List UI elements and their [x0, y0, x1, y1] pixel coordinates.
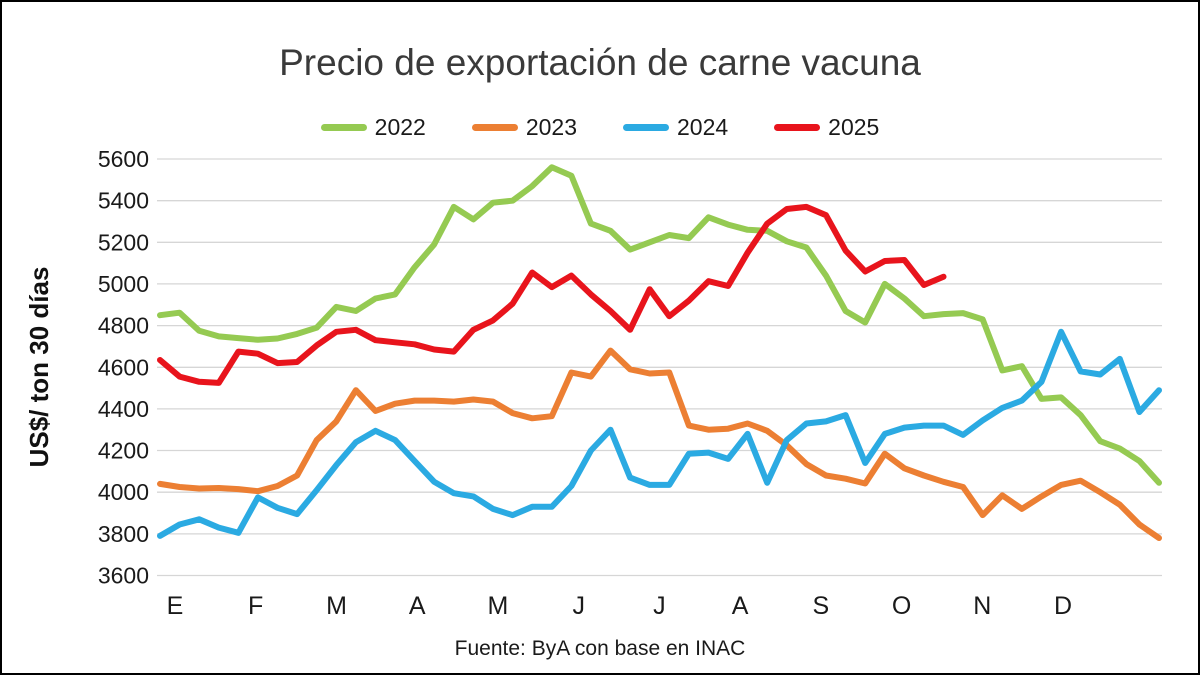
y-tick-label: 3600: [98, 563, 149, 589]
x-tick-label: F: [248, 592, 263, 620]
y-tick-label: 4600: [98, 354, 149, 380]
y-tick-label: 5400: [98, 188, 149, 214]
chart-legend: 2022 2023 2024 2025: [2, 114, 1198, 141]
x-tick-label: M: [487, 592, 508, 620]
y-tick-label: 5200: [98, 229, 149, 255]
x-tick-label: N: [973, 592, 991, 620]
x-tick-label: J: [653, 592, 666, 620]
x-tick-label: D: [1054, 592, 1072, 620]
x-tick-label: E: [167, 592, 184, 620]
x-tick-label: M: [326, 592, 347, 620]
legend-swatch-2023-icon: [471, 124, 518, 131]
legend-item-2022: 2022: [320, 114, 426, 141]
y-tick-label: 4400: [98, 396, 149, 422]
y-tick-label: 5600: [98, 146, 149, 172]
y-axis-title: US$/ ton 30 días: [24, 267, 54, 468]
y-tick-label: 3800: [98, 521, 149, 547]
legend-label-2022: 2022: [374, 114, 426, 140]
legend-item-2023: 2023: [471, 114, 577, 141]
legend-item-2024: 2024: [623, 114, 728, 141]
chart-title: Precio de exportación de carne vacuna: [279, 42, 921, 83]
x-tick-label: O: [892, 592, 911, 620]
legend-swatch-2022-icon: [320, 124, 367, 131]
legend-label-2024: 2024: [677, 114, 729, 140]
y-tick-label: 4200: [98, 438, 149, 464]
series-line-2024: [157, 328, 1162, 539]
x-tick-label: J: [572, 592, 585, 620]
series-line-2022: [157, 164, 1162, 486]
y-tick-label: 4000: [98, 479, 149, 505]
legend-swatch-2024-icon: [623, 124, 669, 131]
y-tick-label: 4800: [98, 313, 149, 339]
source-note: Fuente: ByA con base en INAC: [454, 637, 746, 660]
series-line-2023: [157, 347, 1162, 541]
legend-label-2023: 2023: [525, 114, 577, 140]
legend-swatch-2025-icon: [774, 124, 821, 131]
y-tick-label: 5000: [98, 271, 149, 297]
legend-label-2025: 2025: [828, 114, 880, 140]
x-tick-label: S: [812, 592, 829, 620]
x-tick-label: A: [409, 592, 426, 620]
series-line-2025: [157, 203, 947, 386]
legend-item-2025: 2025: [774, 114, 879, 141]
x-tick-label: A: [732, 592, 749, 620]
